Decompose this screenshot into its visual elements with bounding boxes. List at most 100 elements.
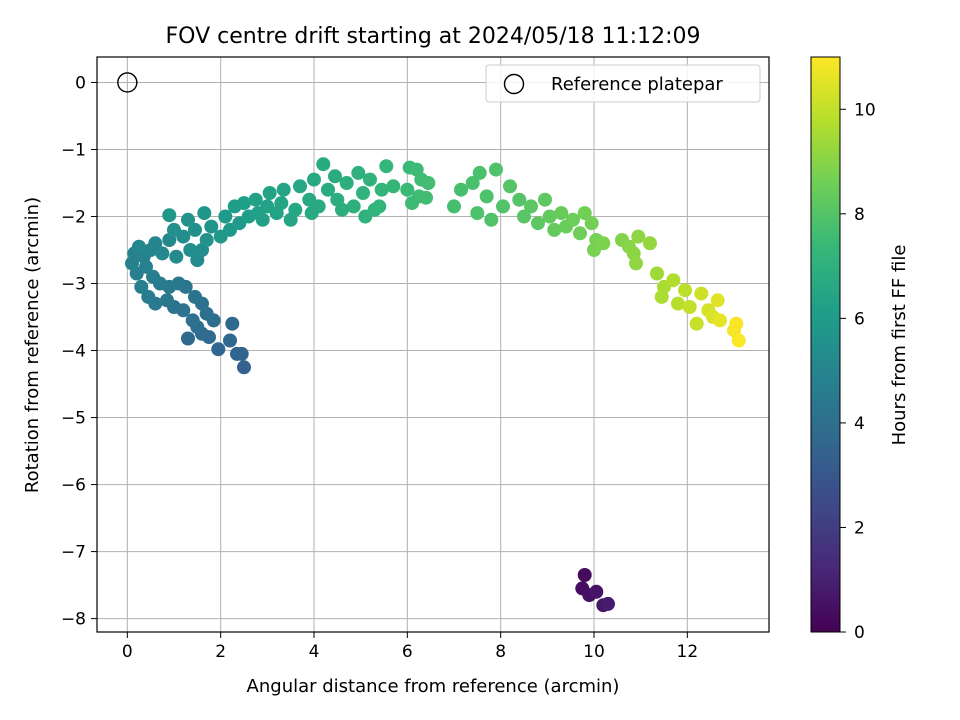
data-point bbox=[654, 289, 669, 304]
legend-marker-icon bbox=[503, 73, 525, 95]
plot-frame bbox=[96, 56, 770, 633]
data-point bbox=[185, 313, 200, 328]
data-point bbox=[454, 182, 468, 197]
data-point bbox=[589, 584, 604, 599]
legend-entry-reference: Reference platepar bbox=[551, 74, 723, 95]
data-point bbox=[512, 192, 527, 207]
data-point bbox=[283, 212, 298, 227]
data-point bbox=[671, 296, 685, 311]
data-points bbox=[125, 157, 746, 613]
data-point bbox=[524, 199, 538, 214]
data-point bbox=[577, 206, 592, 221]
data-point bbox=[218, 209, 233, 224]
data-point bbox=[386, 179, 401, 194]
data-point bbox=[713, 313, 727, 328]
data-point bbox=[328, 169, 342, 184]
data-point bbox=[694, 286, 709, 301]
data-point bbox=[304, 206, 319, 221]
data-point bbox=[577, 568, 592, 582]
colorbar-tick-label: 10 bbox=[854, 100, 876, 120]
data-point bbox=[363, 172, 377, 187]
y-tick-label: −7 bbox=[61, 543, 86, 563]
y-tick-label: −6 bbox=[61, 476, 86, 496]
data-point bbox=[629, 256, 643, 271]
data-point bbox=[554, 206, 569, 221]
data-point bbox=[199, 233, 214, 247]
reference-point bbox=[117, 72, 138, 93]
data-point bbox=[223, 333, 237, 348]
data-point bbox=[262, 186, 277, 200]
data-point bbox=[379, 159, 394, 174]
data-point bbox=[188, 222, 202, 237]
data-point bbox=[358, 209, 373, 224]
data-point bbox=[470, 206, 485, 221]
data-point bbox=[517, 209, 531, 224]
data-point bbox=[447, 199, 461, 214]
data-point bbox=[188, 289, 202, 304]
y-tick-label: 0 bbox=[75, 73, 86, 93]
y-tick-label: −1 bbox=[61, 140, 86, 160]
data-point bbox=[160, 293, 174, 308]
data-point bbox=[316, 157, 331, 172]
y-tick-label: −5 bbox=[61, 409, 86, 429]
data-point bbox=[666, 273, 681, 288]
chart-title: FOV centre drift starting at 2024/05/18 … bbox=[166, 24, 701, 49]
data-point bbox=[155, 246, 170, 261]
data-point bbox=[276, 182, 291, 197]
data-point bbox=[643, 236, 657, 251]
reference-marker bbox=[117, 72, 138, 93]
data-point bbox=[351, 165, 366, 180]
y-tick-label: −4 bbox=[61, 342, 86, 362]
data-point bbox=[601, 596, 615, 611]
colorbar-tick-label: 0 bbox=[854, 623, 865, 643]
data-point bbox=[339, 176, 354, 190]
data-point bbox=[197, 206, 212, 221]
data-point bbox=[731, 333, 746, 348]
data-point bbox=[729, 316, 744, 331]
x-axis-label: Angular distance from reference (arcmin) bbox=[247, 676, 620, 697]
data-point bbox=[584, 216, 599, 231]
data-point bbox=[547, 222, 562, 237]
data-point bbox=[162, 208, 177, 223]
data-point bbox=[405, 196, 419, 211]
data-point bbox=[484, 212, 499, 227]
data-point bbox=[255, 212, 270, 227]
data-point bbox=[689, 316, 704, 331]
x-tick-label: 2 bbox=[215, 642, 226, 662]
y-tick-label: −2 bbox=[61, 207, 86, 227]
x-tick-label: 4 bbox=[309, 642, 320, 662]
colorbar-ticks: 0 2 4 6 8 10 bbox=[840, 100, 876, 643]
x-tick-label: 0 bbox=[122, 642, 133, 662]
data-point bbox=[134, 279, 149, 294]
data-point bbox=[531, 216, 545, 231]
axis-ticks: 0 2 4 6 8 10 12 0 −1 −2 −3 −4 −5 −6 −7 −8 bbox=[61, 73, 698, 662]
data-point bbox=[356, 186, 370, 200]
data-point bbox=[573, 226, 587, 241]
y-tick-label: −3 bbox=[61, 275, 86, 295]
data-point bbox=[631, 229, 646, 244]
data-point bbox=[400, 182, 415, 197]
data-point bbox=[230, 346, 244, 361]
data-point bbox=[225, 316, 240, 331]
data-point bbox=[678, 283, 692, 298]
data-point bbox=[479, 189, 494, 204]
data-point bbox=[503, 179, 517, 194]
colorbar-tick-label: 6 bbox=[854, 309, 865, 329]
colorbar-tick-label: 4 bbox=[854, 414, 865, 434]
colorbar-tick-label: 2 bbox=[854, 518, 865, 538]
data-point bbox=[148, 236, 163, 251]
data-point bbox=[141, 289, 156, 304]
x-tick-label: 10 bbox=[583, 642, 605, 662]
data-point bbox=[211, 342, 226, 357]
y-axis-label: Rotation from reference (arcmin) bbox=[22, 197, 43, 493]
data-point bbox=[419, 190, 433, 205]
data-point bbox=[204, 219, 219, 234]
colorbar-tick-label: 8 bbox=[854, 205, 865, 225]
data-point bbox=[169, 249, 184, 264]
data-point bbox=[248, 192, 263, 207]
data-point bbox=[237, 360, 251, 375]
data-point bbox=[132, 239, 146, 254]
x-tick-label: 6 bbox=[402, 642, 413, 662]
data-point bbox=[542, 209, 557, 224]
legend-box bbox=[485, 64, 761, 103]
